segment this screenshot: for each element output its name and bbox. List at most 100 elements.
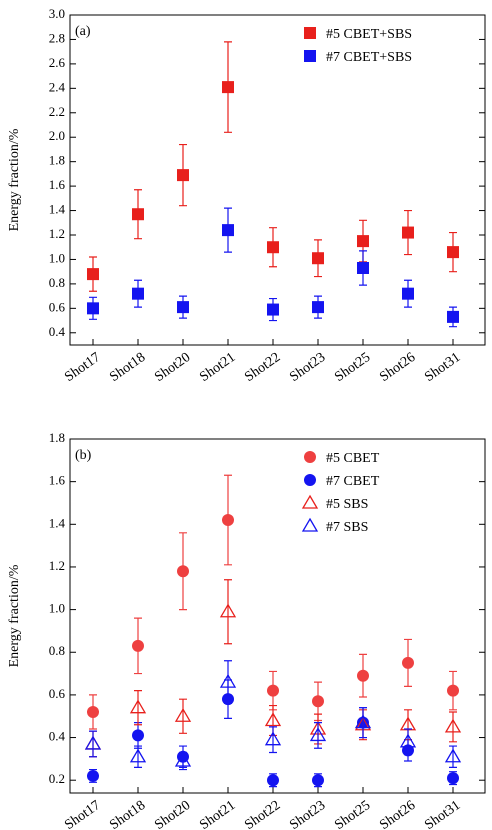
x-tick-label: Shot26	[377, 798, 418, 830]
marker	[354, 714, 372, 729]
marker	[357, 235, 369, 248]
y-tick-label: 1.0	[49, 250, 65, 265]
legend-label: #5 CBET	[326, 451, 380, 466]
error-bar	[269, 726, 277, 754]
y-tick-label: 0.4	[49, 324, 66, 339]
error-bar	[224, 579, 232, 645]
panel-label: (a)	[75, 24, 91, 39]
marker	[267, 684, 279, 697]
marker	[177, 565, 189, 578]
marker	[447, 772, 459, 785]
marker	[264, 712, 282, 727]
marker	[132, 208, 144, 221]
x-tick-label: Shot22	[242, 798, 283, 830]
marker	[447, 246, 459, 259]
x-tick-label: Shot21	[197, 798, 238, 830]
marker	[402, 226, 414, 239]
y-tick-label: 1.4	[49, 515, 66, 530]
marker	[267, 241, 279, 254]
y-tick-label: 2.8	[49, 30, 65, 45]
marker	[312, 252, 324, 265]
x-tick-label: Shot26	[377, 350, 418, 385]
marker	[309, 727, 327, 742]
marker	[267, 303, 279, 316]
x-tick-label: Shot31	[422, 350, 463, 385]
y-tick-label: 1.6	[49, 473, 66, 488]
y-tick-label: 0.8	[49, 643, 65, 658]
marker	[177, 301, 189, 314]
y-axis-title: Energy fraction/%	[7, 128, 22, 231]
x-tick-label: Shot22	[242, 350, 283, 385]
marker	[222, 224, 234, 237]
error-bar	[449, 711, 457, 743]
marker	[312, 301, 324, 314]
marker	[357, 262, 369, 274]
marker	[132, 639, 144, 652]
legend-label: #7 SBS	[326, 520, 368, 535]
x-tick-label: Shot20	[152, 798, 193, 830]
marker	[87, 769, 99, 782]
marker	[222, 81, 234, 94]
marker	[219, 603, 237, 618]
error-bar	[179, 698, 187, 734]
marker	[301, 494, 319, 509]
marker	[304, 50, 316, 62]
plot-frame	[69, 438, 486, 794]
y-tick-label: 2.0	[49, 128, 65, 143]
marker	[304, 474, 316, 486]
marker	[222, 514, 234, 527]
y-tick-label: 2.6	[49, 55, 66, 70]
y-tick-label: 0.8	[49, 275, 65, 290]
y-tick-label: 1.2	[49, 226, 65, 241]
marker	[177, 169, 189, 182]
y-tick-label: 1.8	[49, 153, 65, 168]
marker	[267, 774, 279, 787]
marker	[129, 748, 147, 763]
marker	[174, 752, 192, 767]
error-bar	[224, 660, 232, 705]
x-tick-label: Shot17	[62, 798, 103, 830]
y-tick-label: 2.4	[49, 79, 66, 94]
plot-frame	[69, 14, 486, 346]
y-tick-label: 1.4	[49, 202, 66, 217]
legend-label: #7 CBET+SBS	[326, 50, 412, 65]
y-tick-label: 0.6	[49, 686, 66, 701]
error-bar	[89, 730, 97, 758]
marker	[174, 707, 192, 722]
legend-label: #7 CBET	[326, 474, 380, 489]
marker	[402, 656, 414, 669]
y-tick-label: 2.2	[49, 104, 65, 119]
marker	[87, 268, 99, 281]
marker	[444, 748, 462, 763]
panel-label: (b)	[75, 448, 92, 463]
marker	[301, 517, 319, 532]
x-tick-label: Shot21	[197, 350, 238, 385]
x-tick-label: Shot23	[287, 350, 328, 385]
x-tick-label: Shot25	[332, 350, 373, 385]
y-tick-label: 1.6	[49, 177, 66, 192]
y-tick-label: 0.6	[49, 299, 66, 314]
marker	[447, 684, 459, 697]
error-bar	[314, 722, 322, 749]
x-tick-label: Shot20	[152, 350, 193, 385]
marker	[87, 705, 99, 718]
marker	[444, 718, 462, 733]
x-tick-label: Shot23	[287, 798, 328, 830]
y-tick-label: 0.2	[49, 771, 65, 786]
marker	[402, 287, 414, 300]
marker	[357, 669, 369, 682]
marker	[264, 731, 282, 746]
error-bar	[134, 690, 142, 726]
marker	[447, 310, 459, 323]
marker	[304, 451, 316, 463]
y-tick-label: 0.4	[49, 729, 66, 744]
marker	[132, 287, 144, 300]
marker	[219, 673, 237, 688]
marker	[312, 695, 324, 708]
error-bar	[179, 751, 187, 771]
y-tick-label: 1.0	[49, 601, 65, 616]
marker	[304, 27, 316, 39]
error-bar	[404, 728, 412, 756]
marker	[84, 735, 102, 750]
x-tick-label: Shot31	[422, 798, 463, 830]
